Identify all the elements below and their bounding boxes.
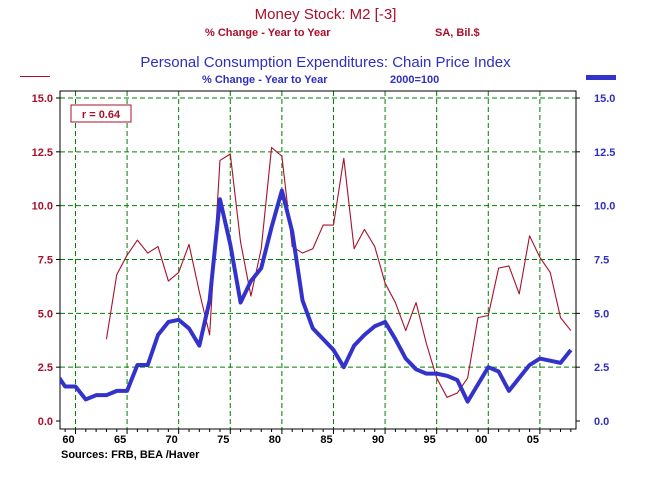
axis-ticks: 0.0 2.5 5.0 7.5 10.0 12.5 15.0 0.0 2.5 5.0 7.5 10.0… bbox=[32, 93, 616, 446]
series-line-pce bbox=[60, 188, 573, 404]
tick-label-x: 85 bbox=[320, 434, 332, 446]
tick-label-x: 75 bbox=[217, 434, 229, 446]
chart-title-m2: Money Stock: M2 [-3] bbox=[254, 6, 397, 23]
tick-label-x: 60 bbox=[62, 434, 74, 446]
legend-line-pce bbox=[586, 75, 616, 80]
annotation-r-value: r = 0.64 bbox=[82, 109, 121, 121]
subtitle-pce-base: 2000=100 bbox=[390, 74, 440, 86]
tick-label-left: 7.5 bbox=[38, 255, 53, 267]
source-note: Sources: FRB, BEA /Haver bbox=[61, 449, 200, 461]
tick-label-left: 15.0 bbox=[32, 93, 53, 105]
tick-label-right: 5.0 bbox=[594, 308, 609, 320]
tick-label-right: 12.5 bbox=[594, 147, 615, 159]
series-line-m2 bbox=[105, 146, 572, 398]
tick-label-left: 10.0 bbox=[32, 201, 53, 213]
tick-label-x: 70 bbox=[166, 434, 178, 446]
legend-line-m2 bbox=[20, 76, 50, 77]
tick-label-right: 10.0 bbox=[594, 201, 615, 213]
tick-label-x: 65 bbox=[114, 434, 126, 446]
tick-label-right: 2.5 bbox=[594, 362, 609, 374]
subtitle-pce-change: % Change - Year to Year bbox=[202, 74, 328, 86]
tick-label-x: 90 bbox=[372, 434, 384, 446]
tick-label-x: 95 bbox=[424, 434, 436, 446]
series-lines bbox=[60, 146, 573, 404]
tick-label-left: 12.5 bbox=[32, 147, 53, 159]
tick-label-right: 7.5 bbox=[594, 255, 609, 267]
subtitle-m2-change: % Change - Year to Year bbox=[205, 27, 331, 39]
gridlines bbox=[60, 91, 576, 429]
tick-label-x: 80 bbox=[269, 434, 281, 446]
chart-title-pce: Personal Consumption Expenditures: Chain… bbox=[140, 54, 511, 71]
correlation-annotation: r = 0.64 bbox=[70, 104, 132, 123]
subtitle-m2-units: SA, Bil.$ bbox=[435, 27, 480, 39]
tick-label-right: 15.0 bbox=[594, 93, 615, 105]
tick-label-left: 0.0 bbox=[38, 416, 53, 428]
tick-label-left: 2.5 bbox=[38, 362, 53, 374]
tick-label-x: 05 bbox=[527, 434, 539, 446]
tick-label-right: 0.0 bbox=[594, 416, 609, 428]
tick-label-x: 00 bbox=[475, 434, 487, 446]
tick-label-left: 5.0 bbox=[38, 308, 53, 320]
